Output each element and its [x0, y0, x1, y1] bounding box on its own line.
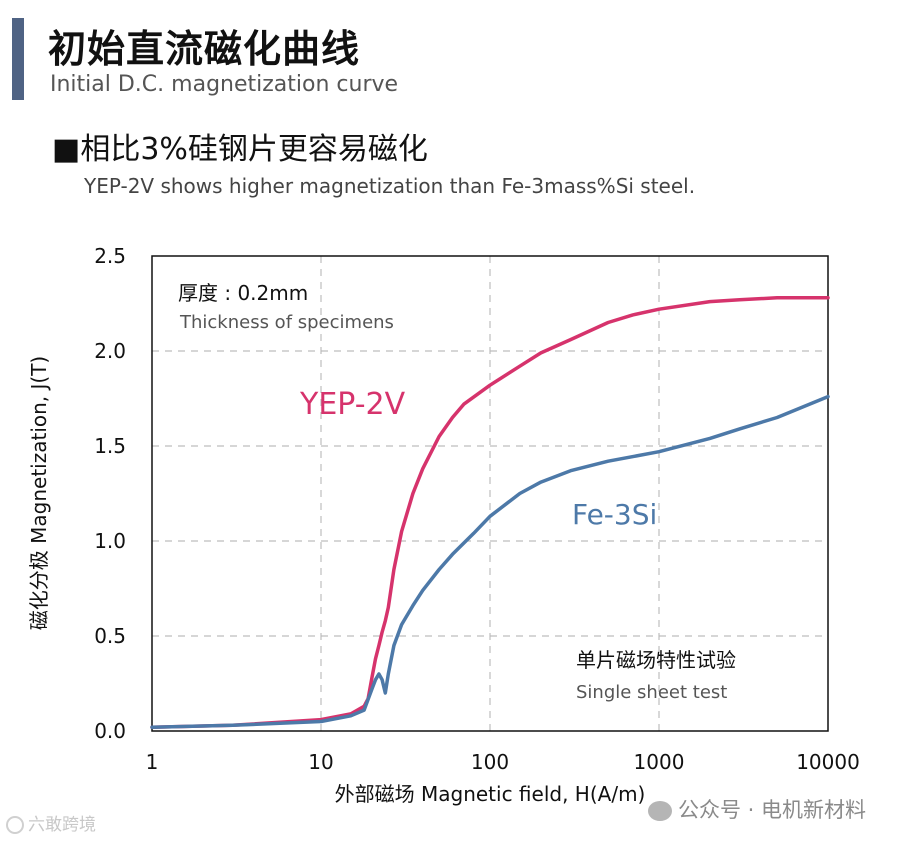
annotation-thickness-zh: 厚度 : 0.2mm	[178, 281, 308, 305]
annotation-test-zh: 单片磁场特性试验	[576, 648, 736, 672]
chart-series	[150, 296, 830, 729]
x-tick-label: 10	[308, 750, 333, 774]
plot-frame	[151, 255, 829, 732]
watermark-left: 六敢跨境	[6, 810, 96, 835]
series-label-fe-3si: Fe-3Si	[572, 498, 657, 531]
y-tick-label: 1.5	[94, 434, 126, 458]
x-tick-label: 10000	[796, 750, 860, 774]
y-tick-label: 0.0	[94, 719, 126, 743]
y-tick-label: 1.0	[94, 529, 126, 553]
annotation-test-en: Single sheet test	[576, 682, 727, 703]
y-tick-label: 0.5	[94, 624, 126, 648]
series-label-yep-2v: YEP-2V	[299, 387, 406, 422]
series-line-fe-3si	[150, 394, 830, 729]
watermark-right-text: 公众号 · 电机新材料	[678, 798, 867, 822]
x-tick-label: 1000	[634, 750, 685, 774]
x-axis-label: 外部磁场 Magnetic field, H(A/m)	[335, 782, 646, 806]
x-tick-label: 100	[471, 750, 509, 774]
header-accent-bar	[12, 18, 24, 100]
wechat-icon	[648, 801, 672, 821]
page-title-en: Initial D.C. magnetization curve	[50, 72, 399, 97]
chart-ticks: 1 10 100 1000 10000 0.0 0.5 1.0 1.5 2.0 2.5	[94, 244, 860, 774]
x-tick-label: 1	[146, 750, 159, 774]
watermark-right: 公众号 · 电机新材料	[648, 794, 866, 824]
chart-grid	[152, 256, 828, 731]
page-title-zh: 初始直流磁化曲线	[48, 27, 361, 71]
y-axis-label: 磁化分极 Magnetization, J(T)	[27, 356, 51, 630]
subtitle-en: YEP-2V shows higher magnetization than F…	[84, 174, 696, 198]
y-tick-label: 2.0	[94, 339, 126, 363]
watermark-logo-icon	[6, 816, 24, 834]
watermark-left-text: 六敢跨境	[28, 815, 96, 835]
annotation-thickness-en: Thickness of specimens	[179, 312, 394, 333]
y-tick-label: 2.5	[94, 244, 126, 268]
subtitle-zh: ■相比3%硅钢片更容易磁化	[52, 132, 428, 167]
